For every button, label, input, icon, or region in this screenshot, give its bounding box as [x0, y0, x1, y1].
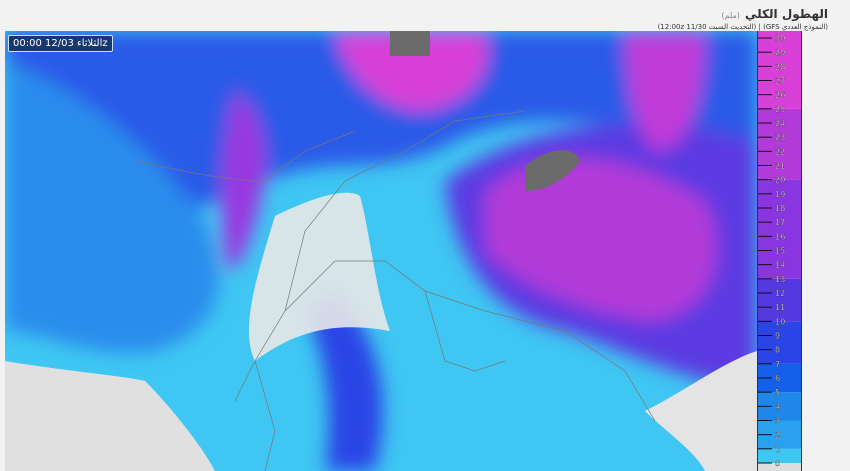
- legend-tick-label: 10: [775, 317, 785, 326]
- legend-tick-label: 6: [775, 374, 780, 383]
- heavy-rain-east: [485, 158, 717, 321]
- legend-tick-label: 25: [775, 105, 785, 114]
- heavy-rain-north: [335, 31, 488, 111]
- rain-band-south: [305, 291, 383, 471]
- legend-tick-label: 21: [775, 162, 785, 171]
- legend-tick-label: 22: [775, 147, 785, 156]
- legend-tick-label: 24: [775, 119, 785, 128]
- legend-tick-label: 11: [775, 303, 785, 312]
- legend-zero-band: [758, 463, 801, 471]
- title-text: الهطول الكلي: [745, 7, 828, 21]
- no-data-patch: [390, 31, 580, 191]
- legend-band: [758, 448, 801, 463]
- land-southwest: [5, 361, 215, 471]
- legend-tick-label: 7: [775, 360, 780, 369]
- heavy-rain-ne: [625, 31, 705, 151]
- legend-tick-label: 13: [775, 275, 785, 284]
- map-title: الهطول الكلي (ملم) (النموذج العددي GFS) …: [658, 3, 828, 31]
- legend-tick-label: 0: [775, 459, 780, 468]
- legend-tick-label: 1: [775, 445, 780, 454]
- legend-tick-label: 20: [775, 176, 785, 185]
- color-scale-legend: 0 1 2 3 4 5 6 7 8 9 10 11 12 13 14 15 16 17 18 19 20 21 22 23 24…: [757, 31, 802, 471]
- legend-band: [758, 278, 801, 322]
- legend-tick-label: 23: [775, 133, 785, 142]
- legend-tick-label: 17: [775, 218, 785, 227]
- legend-tick-label: 16: [775, 232, 785, 241]
- legend-tick-label: 27: [775, 77, 785, 86]
- country-borders: [134, 110, 656, 471]
- precipitation-map[interactable]: [5, 31, 757, 471]
- legend-tick-label: 29: [775, 48, 785, 57]
- legend-band: [758, 108, 801, 180]
- legend-tick-label: 19: [775, 190, 785, 199]
- legend-tick-label: 2: [775, 431, 780, 440]
- map-layer: [5, 31, 757, 471]
- legend-tick-label: 5: [775, 388, 780, 397]
- legend-tick-label: 26: [775, 91, 785, 100]
- model-subtitle: (النموذج العددي GFS) | (التحديث السبت 11…: [657, 23, 828, 31]
- legend-band: [758, 321, 801, 364]
- legend-tick-label: 9: [775, 332, 780, 341]
- legend-tick-label: 12: [775, 289, 785, 298]
- legend-band: [758, 179, 801, 279]
- legend-tick-label: 28: [775, 62, 785, 71]
- legend-tick-label: 8: [775, 346, 780, 355]
- valid-time-badge: الثلاثاء 12/03 00:00z: [8, 35, 113, 52]
- title-unit: (ملم): [721, 11, 740, 20]
- legend-tick-label: 3: [775, 417, 780, 426]
- legend-band: [758, 31, 801, 109]
- legend-tick-label: 4: [775, 402, 780, 411]
- land-southeast: [645, 351, 757, 471]
- legend-tick-label: 15: [775, 247, 785, 256]
- legend-tick-label: 30: [775, 34, 785, 43]
- legend-tick-label: 14: [775, 261, 785, 270]
- rain-region-north: [5, 31, 757, 224]
- rain-region-west: [5, 61, 219, 354]
- legend-tick-label: 18: [775, 204, 785, 213]
